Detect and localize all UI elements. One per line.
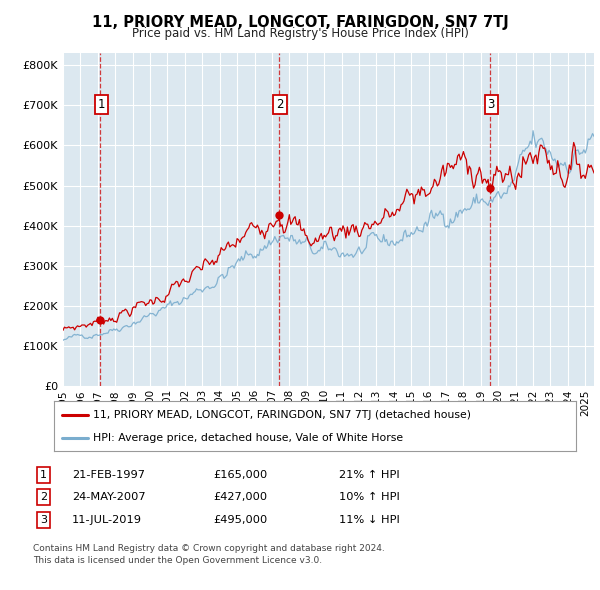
- Text: HPI: Average price, detached house, Vale of White Horse: HPI: Average price, detached house, Vale…: [93, 433, 403, 443]
- Text: 11, PRIORY MEAD, LONGCOT, FARINGDON, SN7 7TJ (detached house): 11, PRIORY MEAD, LONGCOT, FARINGDON, SN7…: [93, 409, 471, 419]
- Text: 21-FEB-1997: 21-FEB-1997: [72, 470, 145, 480]
- Text: 24-MAY-2007: 24-MAY-2007: [72, 493, 146, 502]
- Text: 11, PRIORY MEAD, LONGCOT, FARINGDON, SN7 7TJ: 11, PRIORY MEAD, LONGCOT, FARINGDON, SN7…: [92, 15, 508, 30]
- Text: 3: 3: [40, 515, 47, 525]
- Text: £427,000: £427,000: [213, 493, 267, 502]
- Text: 21% ↑ HPI: 21% ↑ HPI: [339, 470, 400, 480]
- Text: 3: 3: [487, 99, 495, 112]
- Text: 11-JUL-2019: 11-JUL-2019: [72, 515, 142, 525]
- Text: £165,000: £165,000: [213, 470, 267, 480]
- Text: This data is licensed under the Open Government Licence v3.0.: This data is licensed under the Open Gov…: [33, 556, 322, 565]
- Text: Contains HM Land Registry data © Crown copyright and database right 2024.: Contains HM Land Registry data © Crown c…: [33, 545, 385, 553]
- Text: 1: 1: [97, 99, 105, 112]
- Text: 11% ↓ HPI: 11% ↓ HPI: [339, 515, 400, 525]
- Text: 10% ↑ HPI: 10% ↑ HPI: [339, 493, 400, 502]
- Text: 2: 2: [276, 99, 284, 112]
- Text: £495,000: £495,000: [213, 515, 267, 525]
- Text: Price paid vs. HM Land Registry's House Price Index (HPI): Price paid vs. HM Land Registry's House …: [131, 27, 469, 40]
- Text: 2: 2: [40, 493, 47, 502]
- Text: 1: 1: [40, 470, 47, 480]
